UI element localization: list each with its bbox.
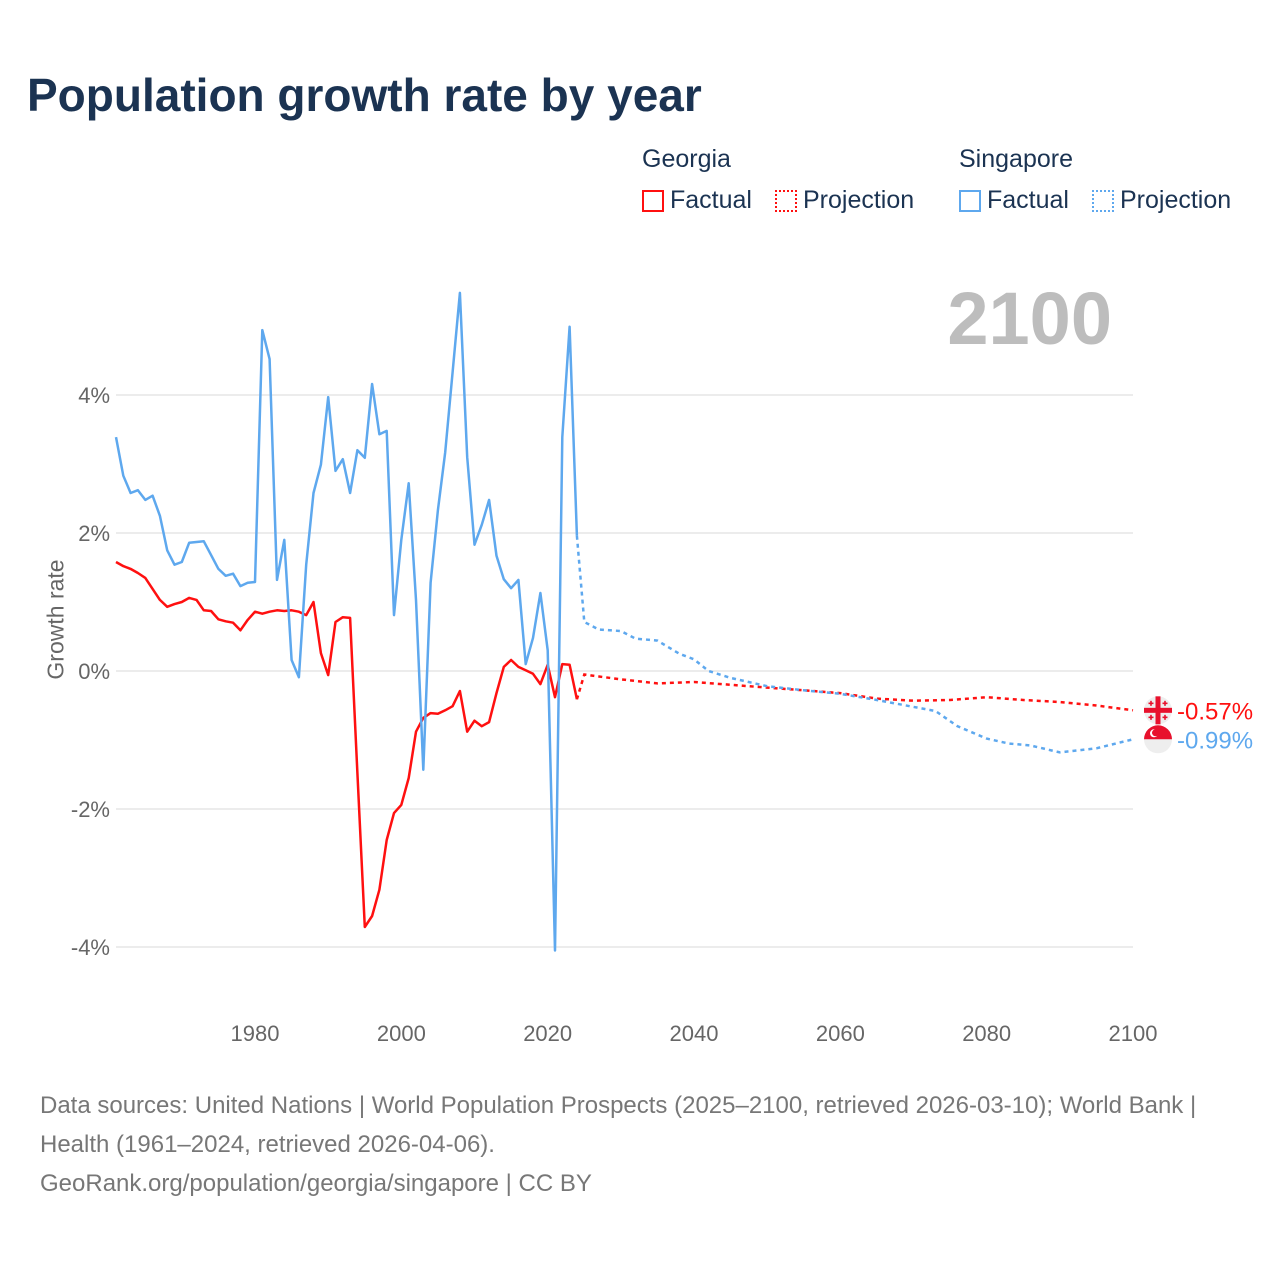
legend-singapore-factual[interactable]: Factual [959, 186, 1069, 215]
source-note: Data sources: United Nations | World Pop… [40, 1086, 1240, 1203]
x-tick-label: 1980 [231, 1021, 280, 1046]
legend-georgia-heading: Georgia [642, 145, 731, 173]
y-tick-label: -4% [71, 935, 110, 960]
legend-label: Projection [1120, 186, 1232, 214]
georgia-flag-small-cross [1150, 700, 1152, 706]
chart-title: Population growth rate by year [27, 69, 702, 121]
swatch-dotted-blue [1092, 189, 1114, 212]
legend-label: Factual [670, 186, 752, 214]
x-tick-label: 2000 [377, 1021, 426, 1046]
source-line: Data sources: United Nations | World Pop… [40, 1092, 1197, 1158]
legend-singapore-projection[interactable]: Projection [1092, 186, 1231, 215]
georgia-flag-small-cross [1164, 700, 1166, 706]
legend-georgia-projection[interactable]: Projection [775, 186, 914, 215]
georgia-flag-cross-v [1155, 696, 1161, 725]
x-tick-label: 2100 [1109, 1021, 1158, 1046]
x-tick-label: 2020 [523, 1021, 572, 1046]
legend-label: Projection [803, 186, 915, 214]
georgia-flag-small-cross [1150, 714, 1152, 720]
swatch-solid-red [642, 189, 664, 212]
georgia-end-value: -0.57% [1177, 698, 1253, 725]
x-tick-label: 2040 [670, 1021, 719, 1046]
singapore-factual-line [114, 291, 579, 952]
y-tick-label: 2% [78, 521, 110, 546]
legend-georgia-factual[interactable]: Factual [642, 186, 752, 215]
swatch-dotted-red [775, 189, 797, 212]
y-tick-label: -2% [71, 797, 110, 822]
singapore-flag-moon-cut [1152, 729, 1159, 737]
georgia-flag-small-cross [1164, 714, 1166, 720]
legend-label: Factual [987, 186, 1069, 214]
y-tick-label: 4% [78, 383, 110, 408]
current-year-label: 2100 [947, 277, 1112, 360]
x-tick-label: 2060 [816, 1021, 865, 1046]
source-link[interactable]: GeoRank.org/population/georgia/singapore… [40, 1170, 592, 1197]
y-tick-label: 0% [78, 659, 110, 684]
singapore-end-value: -0.99% [1177, 727, 1253, 754]
georgia-projection-line [575, 673, 1134, 712]
swatch-solid-blue [959, 189, 981, 212]
legend-singapore-heading: Singapore [959, 145, 1073, 173]
x-tick-label: 2080 [962, 1021, 1011, 1046]
georgia-factual-line [115, 560, 579, 929]
singapore-projection-line [575, 535, 1134, 754]
